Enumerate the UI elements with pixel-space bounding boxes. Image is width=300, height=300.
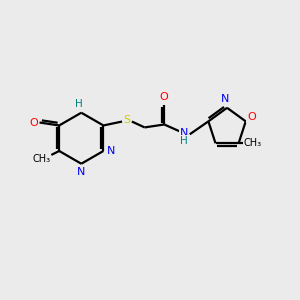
- Text: O: O: [247, 112, 256, 122]
- Text: CH₃: CH₃: [243, 138, 261, 148]
- Text: S: S: [123, 115, 130, 124]
- Text: N: N: [77, 167, 86, 177]
- Text: N: N: [107, 146, 116, 156]
- Text: H: H: [76, 99, 83, 109]
- Text: N: N: [221, 94, 229, 104]
- Text: O: O: [29, 118, 38, 128]
- Text: CH₃: CH₃: [32, 154, 51, 164]
- Text: O: O: [160, 92, 169, 102]
- Text: H: H: [180, 136, 188, 146]
- Text: N: N: [180, 128, 188, 138]
